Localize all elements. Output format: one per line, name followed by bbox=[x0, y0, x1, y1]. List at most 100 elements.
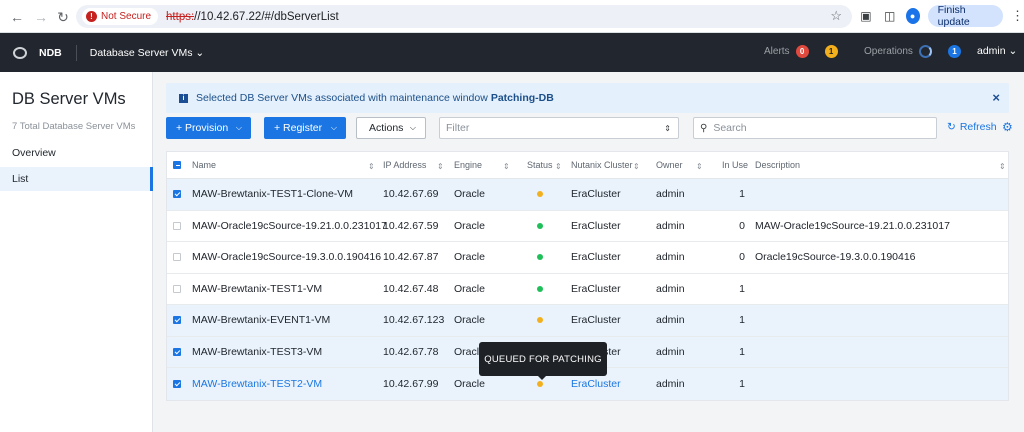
row-owner: admin bbox=[656, 219, 685, 232]
table-row[interactable]: MAW-Brewtanix-TEST1-VM 10.42.67.48 Oracle E… bbox=[167, 274, 1008, 305]
row-cluster: EraCluster bbox=[571, 219, 621, 232]
extensions-icon[interactable]: ▣ bbox=[860, 9, 872, 23]
forward-arrow-icon[interactable]: → bbox=[34, 9, 48, 25]
column-header-status[interactable]: Status bbox=[527, 160, 553, 170]
row-cluster[interactable]: EraCluster bbox=[571, 377, 621, 390]
row-name-link[interactable]: MAW-Oracle19cSource-19.21.0.0.231017 bbox=[192, 219, 387, 232]
operations-indicator[interactable]: Operations 1 bbox=[864, 45, 961, 58]
table-row[interactable]: MAW-Oracle19cSource-19.21.0.0.231017 10.4… bbox=[167, 211, 1008, 242]
row-name-link[interactable]: MAW-Brewtanix-TEST1-Clone-VM bbox=[192, 188, 354, 201]
sort-icon[interactable]: ⇕ bbox=[503, 162, 510, 171]
status-dot-icon[interactable] bbox=[537, 222, 543, 229]
row-status[interactable] bbox=[537, 305, 543, 336]
provision-button[interactable]: + Provision ⌵ bbox=[166, 117, 251, 139]
checked-checkbox-icon[interactable] bbox=[173, 190, 181, 199]
finish-update-button[interactable]: Finish update bbox=[927, 4, 1003, 28]
unchecked-checkbox-icon[interactable] bbox=[173, 253, 181, 262]
row-status[interactable] bbox=[537, 274, 543, 305]
operations-spinner-icon bbox=[918, 45, 932, 58]
column-header-name[interactable]: Name bbox=[192, 160, 217, 170]
row-name-link[interactable]: MAW-Oracle19cSource-19.3.0.0.190416 bbox=[192, 251, 382, 264]
page-title: DB Server VMs bbox=[12, 90, 126, 108]
sidebar-item-list[interactable]: List bbox=[0, 167, 153, 191]
row-checkbox[interactable] bbox=[173, 274, 181, 305]
row-name-link[interactable]: MAW-Brewtanix-TEST1-VM bbox=[192, 282, 323, 295]
sort-icon[interactable]: ⇕ bbox=[555, 162, 562, 171]
sort-icon[interactable]: ⇕ bbox=[633, 162, 640, 171]
filter-select[interactable]: Filter ⇕ bbox=[439, 117, 679, 139]
sidebar-item-overview[interactable]: Overview bbox=[0, 141, 153, 165]
column-header-description[interactable]: Description bbox=[755, 160, 801, 170]
url-text[interactable]: https://10.42.67.22/#/dbServerList bbox=[166, 11, 339, 23]
sort-icon[interactable]: ⇕ bbox=[368, 162, 375, 171]
status-dot-icon[interactable] bbox=[537, 191, 543, 198]
unchecked-checkbox-icon[interactable] bbox=[173, 284, 181, 293]
column-header-in-use[interactable]: In Use bbox=[722, 160, 749, 170]
row-checkbox[interactable] bbox=[173, 337, 181, 368]
row-status[interactable] bbox=[537, 368, 543, 400]
row-status[interactable] bbox=[537, 242, 543, 273]
row-ip: 10.42.67.78 bbox=[383, 345, 439, 358]
sidebar-item-label: List bbox=[12, 173, 29, 185]
status-dot-icon[interactable] bbox=[537, 285, 543, 292]
row-owner: admin bbox=[656, 314, 685, 327]
actions-dropdown[interactable]: Actions ⌵ bbox=[356, 117, 426, 139]
alerts-critical-badge[interactable]: 0 bbox=[795, 45, 809, 58]
column-header-ip[interactable]: IP Address bbox=[383, 160, 427, 170]
side-panel-icon[interactable]: ◫ bbox=[884, 9, 896, 23]
address-bar[interactable]: ! Not Secure https://10.42.67.22/#/dbSer… bbox=[76, 5, 852, 28]
row-description: Oracle19cSource-19.3.0.0.190416 bbox=[755, 251, 916, 264]
row-name-link[interactable]: MAW-Brewtanix-EVENT1-VM bbox=[192, 314, 331, 327]
checked-checkbox-icon[interactable] bbox=[173, 347, 181, 356]
row-checkbox[interactable] bbox=[173, 242, 181, 273]
status-dot-icon[interactable] bbox=[537, 317, 543, 324]
column-header-owner[interactable]: Owner bbox=[656, 160, 683, 170]
user-menu[interactable]: admin ⌄ bbox=[977, 45, 1018, 57]
browser-menu-icon[interactable]: ⋮ bbox=[1010, 8, 1024, 23]
row-status[interactable] bbox=[537, 179, 543, 210]
row-name-link[interactable]: MAW-Brewtanix-TEST2-VM bbox=[192, 377, 323, 390]
maintenance-banner: i Selected DB Server VMs associated with… bbox=[166, 83, 1009, 113]
table-row[interactable]: MAW-Brewtanix-TEST1-Clone-VM 10.42.67.69 O… bbox=[167, 179, 1008, 211]
app-name: NDB bbox=[39, 46, 62, 59]
row-status[interactable] bbox=[537, 211, 543, 242]
sort-icon[interactable]: ⇕ bbox=[696, 162, 703, 171]
row-checkbox[interactable] bbox=[173, 211, 181, 242]
row-ip: 10.42.67.59 bbox=[383, 219, 439, 232]
page-selector-dropdown[interactable]: Database Server VMs ⌄ bbox=[89, 46, 205, 59]
row-checkbox[interactable] bbox=[173, 368, 181, 400]
table-row[interactable]: MAW-Oracle19cSource-19.3.0.0.190416 10.42… bbox=[167, 242, 1008, 274]
sort-icon[interactable]: ⇕ bbox=[999, 162, 1006, 171]
profile-avatar-icon[interactable]: ● bbox=[905, 8, 920, 24]
alerts-warning-badge[interactable]: 1 bbox=[824, 45, 838, 58]
gear-icon[interactable]: ⚙ bbox=[1002, 120, 1013, 134]
sort-icon[interactable]: ⇕ bbox=[437, 162, 444, 171]
back-arrow-icon[interactable]: ← bbox=[10, 9, 24, 25]
alerts-indicator[interactable]: Alerts 0 1 bbox=[764, 45, 838, 58]
register-button[interactable]: + Register ⌵ bbox=[264, 117, 346, 139]
security-chip[interactable]: ! Not Secure bbox=[82, 8, 159, 25]
search-input[interactable]: ⚲ Search bbox=[693, 117, 937, 139]
operations-count-badge[interactable]: 1 bbox=[947, 45, 961, 58]
checked-checkbox-icon[interactable] bbox=[173, 379, 181, 388]
search-placeholder: Search bbox=[713, 122, 747, 134]
column-header-engine[interactable]: Engine bbox=[454, 160, 483, 170]
url-path: //10.42.67.22/#/dbServerList bbox=[194, 10, 339, 23]
close-icon[interactable]: × bbox=[992, 90, 1000, 105]
column-header-cluster[interactable]: Nutanix Cluster bbox=[571, 160, 633, 170]
unchecked-checkbox-icon[interactable] bbox=[173, 221, 181, 230]
row-name-link[interactable]: MAW-Brewtanix-TEST3-VM bbox=[192, 345, 323, 358]
row-in-use: 0 bbox=[739, 251, 745, 264]
row-checkbox[interactable] bbox=[173, 305, 181, 336]
status-dot-icon[interactable] bbox=[537, 254, 543, 261]
status-dot-icon[interactable] bbox=[537, 380, 543, 387]
bookmark-star-icon[interactable]: ☆ bbox=[830, 8, 842, 23]
checked-checkbox-icon[interactable] bbox=[173, 316, 181, 325]
table-body: MAW-Brewtanix-TEST1-Clone-VM 10.42.67.69 O… bbox=[167, 179, 1008, 400]
refresh-button[interactable]: ↻ Refresh bbox=[947, 121, 997, 133]
select-all-checkbox[interactable] bbox=[173, 152, 181, 178]
row-cluster: EraCluster bbox=[571, 314, 621, 327]
row-checkbox[interactable] bbox=[173, 179, 181, 210]
reload-icon[interactable]: ↻ bbox=[57, 8, 69, 25]
table-row[interactable]: MAW-Brewtanix-EVENT1-VM 10.42.67.123 Oracl… bbox=[167, 305, 1008, 337]
